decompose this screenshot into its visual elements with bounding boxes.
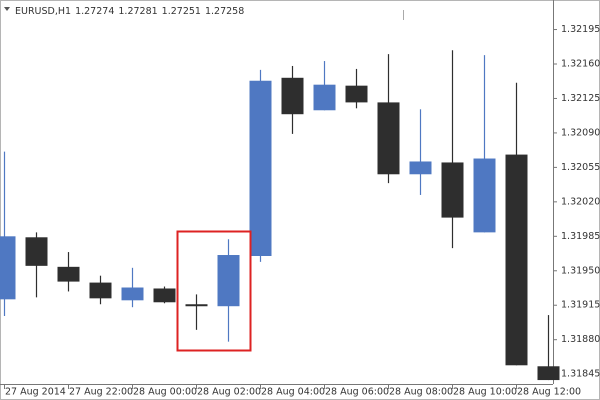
y-tick-label: 1.31845 <box>561 369 600 380</box>
x-tick-label: 27 Aug 2014 <box>5 387 66 398</box>
y-tick-label: 1.31880 <box>561 334 600 345</box>
x-tick-label: 27 Aug 22:00 <box>69 387 133 398</box>
candle-body <box>473 158 496 233</box>
y-tick-label: 1.32020 <box>561 196 600 207</box>
y-tick-label: 1.32090 <box>561 127 600 138</box>
candle-body <box>185 304 208 307</box>
x-tick-label: 28 Aug 02:00 <box>197 387 261 398</box>
candle-body <box>505 154 528 366</box>
candle-body <box>25 237 48 266</box>
candle-body <box>537 366 560 381</box>
highlight-box <box>176 230 252 352</box>
candle-body <box>0 236 16 300</box>
y-tick-label: 1.32160 <box>561 59 600 70</box>
candle-body <box>153 288 176 303</box>
chart-header: EURUSD,H1 1.27274 1.27281 1.27251 1.27258 <box>15 6 244 17</box>
menu-arrow[interactable] <box>4 7 10 11</box>
candle-body <box>377 102 400 175</box>
y-tick-label: 1.32195 <box>561 24 600 35</box>
x-tick-label: 28 Aug 12:00 <box>517 387 581 398</box>
y-tick-label: 1.32125 <box>561 93 600 104</box>
candle-body <box>313 84 336 111</box>
candle-body <box>345 85 368 103</box>
y-tick-label: 1.32055 <box>561 162 600 173</box>
y-tick-label: 1.31915 <box>561 300 600 311</box>
candle-body <box>249 80 272 256</box>
x-tick-label: 28 Aug 08:00 <box>389 387 453 398</box>
candle-body <box>121 287 144 301</box>
x-tick-label: 28 Aug 04:00 <box>261 387 325 398</box>
x-tick-label: 28 Aug 00:00 <box>133 387 197 398</box>
candle-body <box>89 282 112 299</box>
x-tick-label: 28 Aug 10:00 <box>453 387 517 398</box>
y-tick-label: 1.31985 <box>561 231 600 242</box>
candle-body <box>217 255 240 307</box>
x-tick-label: 28 Aug 06:00 <box>325 387 389 398</box>
candle-body <box>281 77 304 115</box>
y-tick-label: 1.31950 <box>561 265 600 276</box>
candle-body <box>441 162 464 218</box>
candle-body <box>57 266 80 282</box>
candle-body <box>409 161 432 175</box>
